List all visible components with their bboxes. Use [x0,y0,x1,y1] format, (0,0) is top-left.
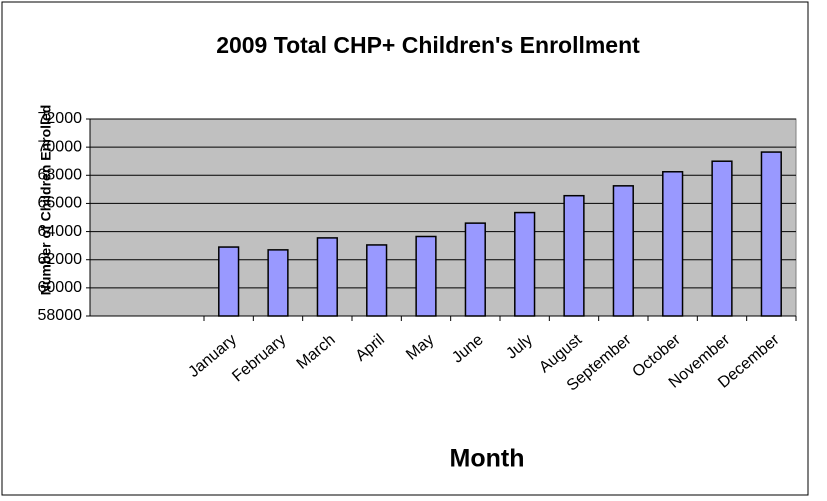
chart-title: 2009 Total CHP+ Children's Enrollment [216,32,640,58]
bar [267,249,289,317]
y-tick-label: 62000 [38,251,83,268]
bar [612,185,634,317]
bar [514,211,536,317]
bar [218,246,240,317]
bar [662,171,684,317]
plot-area [89,118,797,317]
bar [711,160,733,317]
bar [563,194,585,317]
bar [316,237,338,317]
bar [760,151,782,317]
y-tick-label: 66000 [38,195,83,212]
y-tick-label: 58000 [38,307,83,324]
y-axis-label: Number of Children Enrolled [38,105,54,296]
y-tick-label: 72000 [38,110,83,127]
y-tick-label: 64000 [38,223,83,240]
y-tick-label: 70000 [38,138,83,155]
y-tick-label: 60000 [38,279,83,296]
bar [366,244,388,317]
bar [415,235,437,317]
y-tick-label: 68000 [38,167,83,184]
bar [464,222,486,317]
x-axis-label: Month [450,445,525,473]
